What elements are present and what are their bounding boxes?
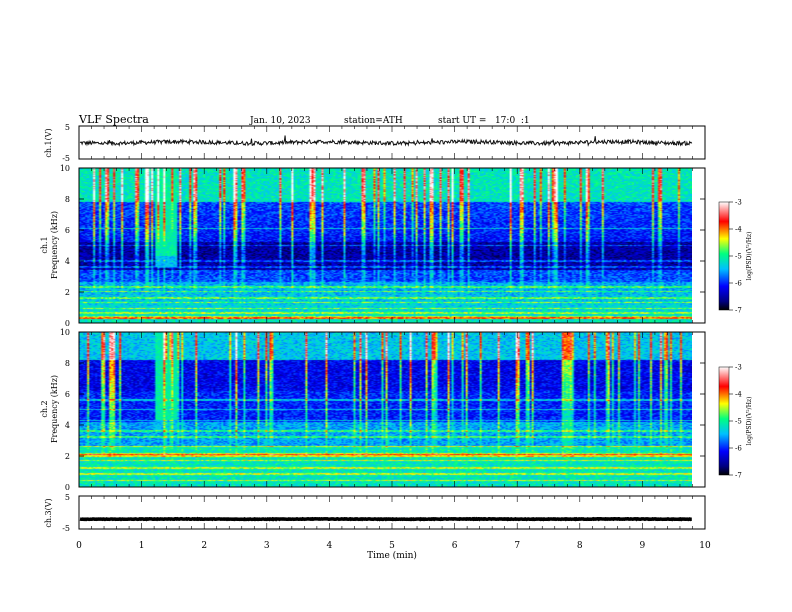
ch1-spectrogram-ytick-label: 6 xyxy=(65,226,70,235)
ch3-waveform-trace xyxy=(79,516,692,522)
colorbar-ch1-tick-label: -6 xyxy=(735,280,742,288)
start-time-label: start UT = 17:0 :1 xyxy=(438,116,530,126)
ch1-spectrogram-image xyxy=(79,168,692,323)
ch2-spectrogram-ytick-label: 6 xyxy=(65,390,70,399)
x-tick-label: 1 xyxy=(139,541,145,551)
colorbar-ch1-tick-label: -5 xyxy=(735,253,742,261)
ch2-spectrogram-image xyxy=(79,332,692,487)
ch3-waveform-panel: 5 -5 ch.3(V) xyxy=(44,493,706,533)
ch2-spectrogram-ytick-label: 8 xyxy=(65,359,70,368)
ch1-waveform-ylabel: ch.1(V) xyxy=(44,128,53,157)
x-axis-tick-labels: 0 1 2 3 4 5 6 7 8 9 10 xyxy=(76,541,711,551)
ch1-spectrogram-ylabel: ch.1 xyxy=(40,236,49,253)
x-tick-label: 5 xyxy=(389,541,395,551)
colorbar-ch1-tick-label: -7 xyxy=(735,307,742,315)
ch3-waveform-ylabel: ch.3(V) xyxy=(44,498,53,527)
colorbar-ch2-tick-label: -4 xyxy=(735,391,742,399)
x-axis-ticks xyxy=(78,126,706,529)
colorbar-ch2-tick-label: -6 xyxy=(735,445,742,453)
ch3-ytick-top: 5 xyxy=(65,493,70,502)
colorbar-ch2-label: log(PSD)(V²/Hz) xyxy=(746,397,753,446)
x-tick-label: 0 xyxy=(76,541,82,551)
x-axis-label: Time (min) xyxy=(367,550,417,561)
station-label: station=ATH xyxy=(344,116,403,126)
ch1-ytick-top: 5 xyxy=(65,123,70,132)
ch1-spectrogram-ytick-label: 10 xyxy=(60,164,70,173)
ch1-spectrogram-ytick-label: 0 xyxy=(65,319,70,328)
ch2-spectrogram-ytick-label: 0 xyxy=(65,483,70,492)
colorbar-ch2-tick-label: -7 xyxy=(735,472,742,480)
colorbar-ch2-scale xyxy=(718,366,730,476)
ch1-waveform-panel: 5 -5 ch.1(V) xyxy=(44,123,706,163)
ch1-spectrogram-ytick-label: 8 xyxy=(65,195,70,204)
ch2-spectrogram-ylabel: ch.2 xyxy=(40,400,49,417)
x-tick-label: 8 xyxy=(577,541,583,551)
colorbar-ch1-scale xyxy=(718,201,730,311)
colorbar-ch1-tick-label: -3 xyxy=(735,199,742,207)
ch2-spectrogram-ytick-label: 4 xyxy=(65,421,70,430)
colorbar-ch2: -3 -4 -5 -6 -7 log(PSD)(V²/Hz) xyxy=(718,364,753,480)
ch2-spectrogram-ytick-label: 2 xyxy=(65,452,70,461)
ch1-ytick-bottom: -5 xyxy=(62,154,70,163)
figure-title: VLF Spectra xyxy=(78,113,149,126)
ch2-spectrogram-ytick-label: 10 xyxy=(60,328,70,337)
colorbar-ch2-tick-label: -5 xyxy=(735,418,742,426)
colorbar-ch1: -3 -4 -5 -6 -7 log(PSD)(V²/Hz) xyxy=(718,199,753,315)
x-tick-label: 10 xyxy=(699,541,711,551)
ch1-spectrogram-ytick-label: 2 xyxy=(65,288,70,297)
x-tick-label: 3 xyxy=(264,541,270,551)
x-tick-label: 2 xyxy=(201,541,207,551)
ch1-waveform-trace xyxy=(79,135,693,147)
colorbar-ch2-tick-label: -3 xyxy=(735,364,742,372)
ch1-spectrogram-ylabel-frequency: Frequency (kHz) xyxy=(50,211,59,279)
ch2-spectrogram-ylabel-frequency: Frequency (kHz) xyxy=(50,375,59,443)
x-tick-label: 7 xyxy=(514,541,520,551)
x-tick-label: 9 xyxy=(640,541,646,551)
ch1-spectrogram-panel: 0 2 4 6 8 10 ch.1 Frequency (kHz) xyxy=(40,164,706,328)
ch3-ytick-bottom: -5 xyxy=(62,524,70,533)
x-tick-label: 6 xyxy=(452,541,458,551)
ch2-spectrogram-panel: 0 2 4 6 8 10 ch.2 Frequency (kHz) xyxy=(40,328,706,492)
x-tick-label: 4 xyxy=(327,541,333,551)
colorbar-ch1-label: log(PSD)(V²/Hz) xyxy=(746,232,753,281)
date-label: Jan. 10, 2023 xyxy=(249,116,311,126)
colorbar-ch1-tick-label: -4 xyxy=(735,226,742,234)
ch1-spectrogram-ytick-label: 4 xyxy=(65,257,70,266)
